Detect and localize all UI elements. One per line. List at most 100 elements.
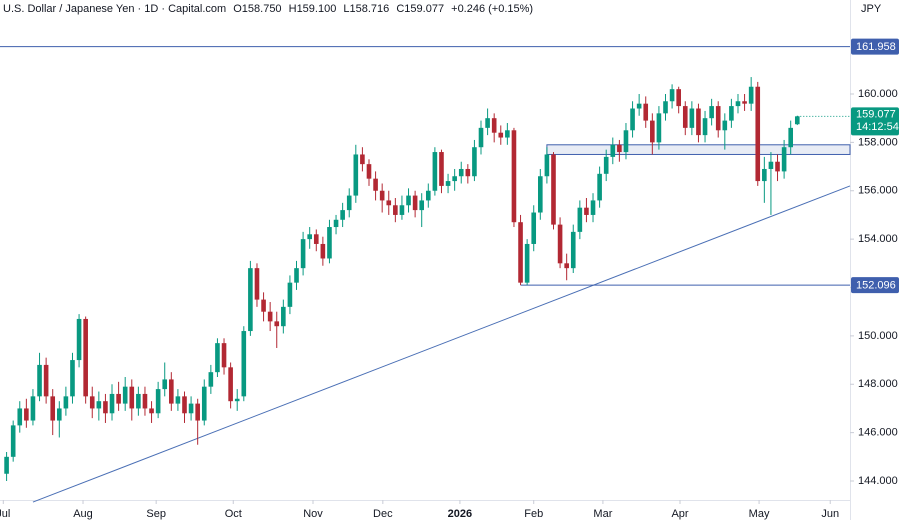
candle-body	[702, 118, 708, 136]
candle-body	[122, 386, 128, 404]
x-tick-label: Apr	[671, 508, 688, 520]
candle-body	[643, 103, 649, 121]
candle-body	[505, 130, 510, 138]
candle-body	[17, 408, 23, 426]
candle-body	[241, 331, 247, 397]
candle-body	[735, 101, 741, 107]
candle-body	[603, 156, 609, 174]
candle-body	[432, 152, 438, 191]
candle-body	[623, 130, 629, 153]
candle-body	[597, 173, 602, 201]
currency: JPY	[861, 3, 882, 15]
x-tick-label: Mar	[593, 508, 612, 520]
candle-body	[281, 306, 286, 327]
candle-body	[215, 343, 220, 373]
candle-body	[412, 195, 418, 211]
candle-body	[4, 456, 9, 474]
candle-body	[267, 311, 273, 322]
header-change: +0.246 (+0.15%)	[451, 3, 533, 15]
candle-body	[762, 168, 767, 182]
candle-body	[630, 108, 635, 131]
header-close: C159.077	[396, 3, 444, 15]
candle-body	[182, 396, 187, 414]
candle-body	[689, 108, 695, 128]
y-tick-label: 156.000	[858, 185, 898, 197]
candle-body	[56, 408, 62, 421]
candle-body	[208, 372, 214, 387]
last-price-label: 159.077	[856, 109, 896, 121]
y-tick-label: 154.000	[858, 233, 898, 245]
candle-body	[274, 321, 280, 327]
candle-body	[175, 396, 181, 404]
candle-body	[360, 154, 365, 165]
candle-body	[445, 181, 451, 186]
candle-body	[221, 343, 227, 368]
candle-body	[709, 106, 714, 119]
candle-body	[570, 231, 576, 269]
candle-body	[155, 389, 161, 414]
candle-body	[254, 268, 260, 300]
candle-body	[76, 318, 82, 361]
x-tick-label: Dec	[373, 508, 393, 520]
candle-body	[465, 168, 471, 177]
header: U.S. Dollar / Japanese Yen · 1D · Capita…	[3, 3, 533, 15]
candle-body	[50, 396, 56, 421]
x-tick-label: 2026	[448, 508, 472, 520]
y-tick-label: 150.000	[858, 330, 898, 342]
y-tick-label: 148.000	[858, 378, 898, 390]
x-tick-label: Sep	[146, 508, 166, 520]
candle-body	[663, 101, 668, 114]
candle-body	[722, 120, 728, 131]
candle-body	[10, 425, 16, 457]
candle-body	[478, 127, 484, 148]
level-label: 161.958	[856, 41, 896, 53]
candle-body	[742, 101, 747, 104]
header-open: O158.750	[233, 3, 281, 15]
candle-body	[715, 106, 721, 131]
candle-body	[169, 379, 174, 404]
candle-body	[755, 86, 761, 182]
candle-body	[188, 403, 194, 414]
candle-body	[472, 147, 477, 177]
candle-body	[373, 178, 378, 191]
candle-body	[327, 227, 332, 259]
candle-body	[425, 190, 431, 201]
level-label: 152.096	[856, 280, 896, 292]
candle-body	[386, 200, 392, 206]
candle-body	[30, 396, 36, 421]
candle-body	[195, 403, 200, 421]
candle-body	[83, 318, 88, 397]
candle-body	[564, 263, 569, 269]
candle-body	[748, 86, 754, 104]
candle-body	[313, 234, 319, 244]
candle-body	[96, 401, 102, 409]
candle-body	[498, 132, 504, 138]
x-tick-label: Oct	[225, 508, 242, 520]
candle-body	[340, 210, 345, 220]
candle-body	[452, 176, 457, 182]
candle-body	[544, 154, 550, 177]
candle-body	[781, 147, 787, 172]
candle-body	[109, 393, 115, 414]
candle-body	[136, 393, 141, 409]
candle-body	[287, 282, 293, 307]
candle-body	[524, 243, 530, 283]
candle-body	[103, 401, 108, 414]
candle-body	[768, 161, 774, 169]
candle-body	[261, 299, 266, 312]
candle-body	[346, 195, 352, 211]
candle-body	[333, 219, 339, 228]
candle-body	[610, 144, 616, 157]
zone	[546, 144, 851, 155]
last-price-box	[851, 107, 899, 136]
candle-body	[149, 408, 154, 414]
y-tick-label: 158.000	[858, 136, 898, 148]
candle-body	[129, 386, 135, 409]
x-tick-label: Aug	[73, 508, 93, 520]
candle-body	[511, 130, 517, 223]
candle-body	[551, 154, 556, 225]
x-tick-label: Jun	[821, 508, 839, 520]
candle-body	[300, 239, 306, 269]
candle-body	[248, 268, 253, 332]
